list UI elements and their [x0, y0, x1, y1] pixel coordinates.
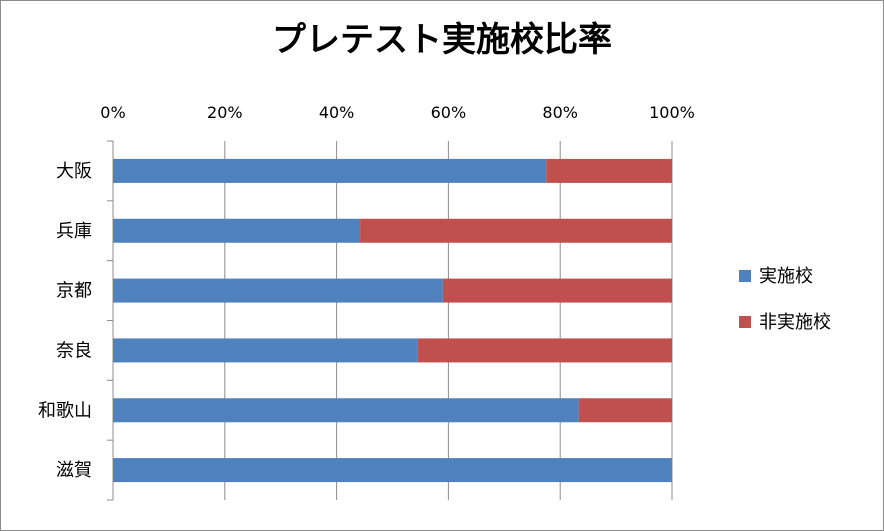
legend-label: 非実施校: [759, 312, 831, 333]
bar-hijisshikou: [578, 398, 672, 423]
legend-label: 実施校: [759, 266, 813, 287]
bar-jisshikou: [113, 218, 361, 243]
bar-hijisshikou: [546, 158, 672, 183]
x-tick-label: 0%: [100, 103, 125, 122]
x-tick-label: 40%: [319, 103, 355, 122]
bar-hijisshikou: [442, 278, 672, 303]
legend-swatch: [739, 270, 751, 282]
category-label: 京都: [56, 281, 92, 302]
x-tick-label: 20%: [207, 103, 243, 122]
bar-hijisshikou: [417, 338, 672, 363]
category-label: 奈良: [56, 340, 92, 361]
chart-title: プレテスト実施校比率: [272, 20, 612, 60]
bar-jisshikou: [113, 158, 547, 183]
bar-hijisshikou: [360, 218, 672, 243]
bar-jisshikou: [113, 338, 418, 363]
legend-swatch: [739, 316, 751, 328]
category-label: 和歌山: [38, 400, 92, 421]
category-label: 滋賀: [56, 460, 92, 481]
x-tick-label: 100%: [649, 103, 695, 122]
category-label: 大阪: [56, 161, 92, 182]
bar-jisshikou: [113, 398, 579, 423]
bar-jisshikou: [113, 278, 443, 303]
x-tick-label: 80%: [542, 103, 578, 122]
bar-jisshikou: [113, 458, 672, 483]
category-label: 兵庫: [56, 221, 92, 242]
x-tick-label: 60%: [431, 103, 467, 122]
